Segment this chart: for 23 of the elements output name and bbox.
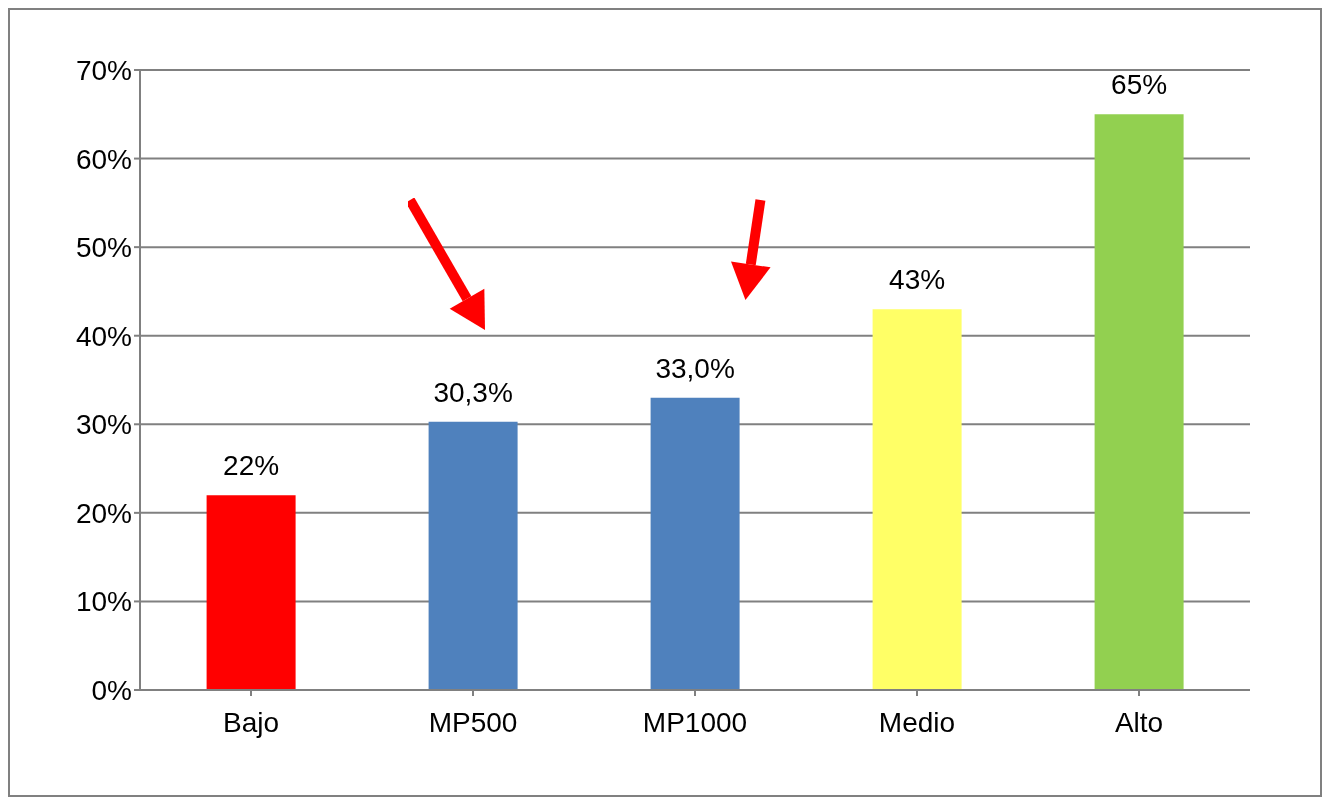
bar — [872, 309, 962, 690]
x-tick-label: Bajo — [222, 706, 280, 738]
bar — [428, 421, 518, 690]
y-tick-label: 10% — [75, 586, 132, 618]
x-tick-label: Medio — [878, 706, 956, 738]
y-tick-label: 50% — [75, 232, 132, 264]
y-tick-label: 30% — [75, 409, 132, 441]
data-label: 43% — [889, 264, 946, 296]
x-tick-label: MP500 — [428, 706, 518, 738]
y-tick-label: 20% — [75, 497, 132, 529]
x-tick-label: Alto — [1114, 706, 1164, 738]
y-tick-label: 70% — [75, 54, 132, 86]
bar — [650, 397, 740, 690]
bar — [1094, 114, 1184, 690]
data-label: 30,3% — [433, 376, 513, 408]
y-tick-label: 0% — [91, 674, 132, 706]
data-label: 33,0% — [655, 352, 735, 384]
y-tick-label: 40% — [75, 320, 132, 352]
y-tick-label: 60% — [75, 143, 132, 175]
x-tick-label: MP1000 — [642, 706, 748, 738]
data-label: 22% — [223, 450, 280, 482]
data-label: 65% — [1111, 69, 1168, 101]
bar — [206, 495, 296, 690]
